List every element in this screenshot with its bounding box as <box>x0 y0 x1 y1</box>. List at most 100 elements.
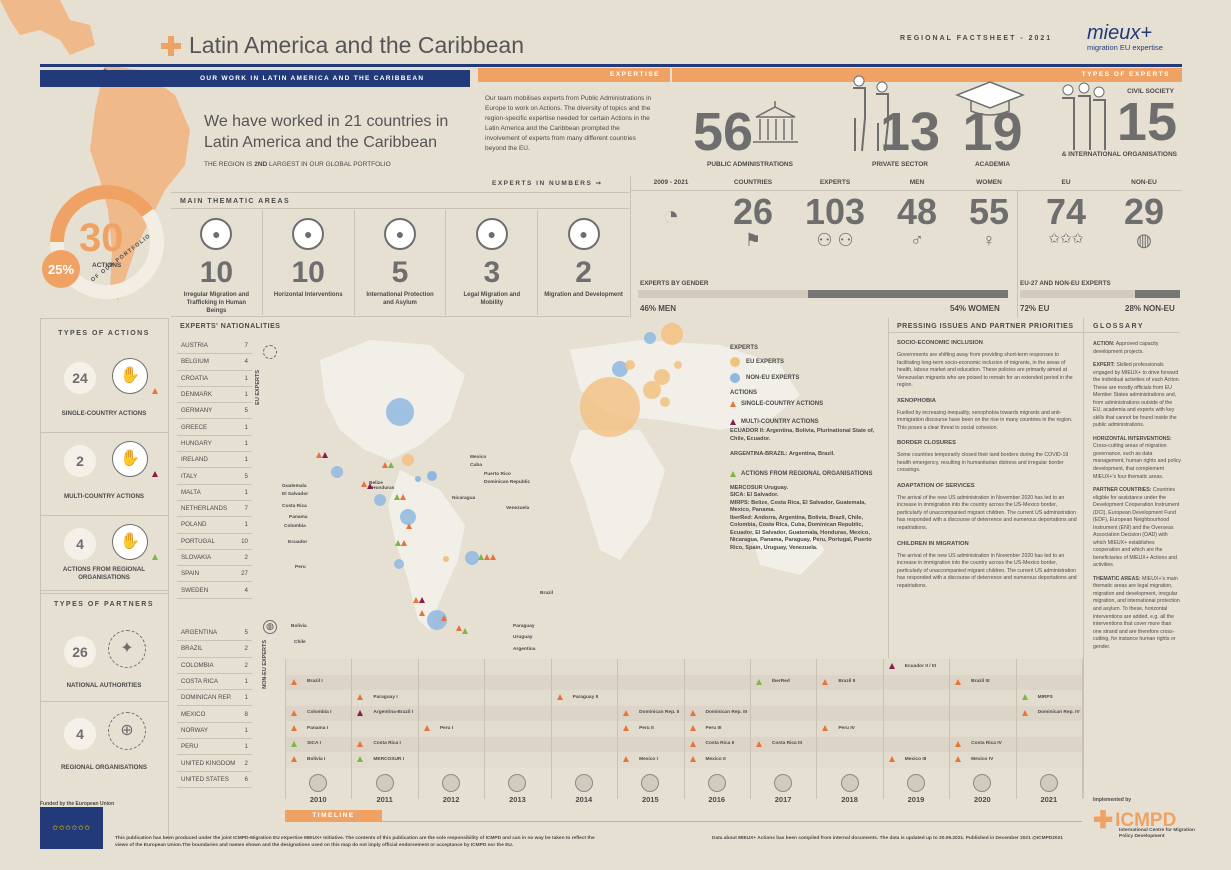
map-country-label: Chile <box>294 640 306 645</box>
timeline-event: Mexico II <box>689 756 726 762</box>
timeline-event: Peru I <box>423 725 453 731</box>
icmpd-full: International Centre for Migration Polic… <box>1119 828 1195 840</box>
country-count: 6 <box>244 775 248 783</box>
map-legend: EXPERTS EU EXPERTS NON-EU EXPERTS ACTION… <box>730 345 885 553</box>
action-triangle-icon <box>152 471 158 477</box>
table-row: DOMINICAN REP. 1 <box>177 690 252 707</box>
action-marker-icon <box>322 452 328 458</box>
pressing-heading: ADAPTATION OF SERVICES <box>897 482 975 489</box>
timeline-event-label: Paraguay II <box>572 694 599 700</box>
action-triangle-icon <box>152 388 158 394</box>
glossary-entry: EXPERT: Skilled professionals engaged by… <box>1093 362 1181 430</box>
country-count: 4 <box>244 586 248 594</box>
map-country-label: Peru <box>295 565 306 570</box>
action-marker-icon <box>316 452 322 458</box>
footer-disclaimer: This publication has been produced under… <box>115 836 595 848</box>
glossary-term: EXPERT: <box>1093 362 1115 369</box>
timeline-event-label: Peru II <box>639 725 654 731</box>
regional-action-icon <box>730 470 736 477</box>
men-head: MEN <box>909 179 925 186</box>
passport-icon: ● <box>475 218 508 250</box>
timeline-rule <box>382 821 1082 822</box>
timeline-event-icon <box>291 725 297 731</box>
countries-value: 26 <box>732 191 774 232</box>
glossary-term: HORIZONTAL INTERVENTIONS: <box>1093 435 1172 442</box>
hand-icon: ✋ <box>112 524 148 560</box>
map-country-label: Colombia <box>284 524 306 529</box>
noneu-head: NON-EU <box>1131 179 1157 186</box>
work-sub-bold: 2ND <box>254 161 268 168</box>
timeline-event: Peru II <box>623 725 654 731</box>
people-desk-icon: ⚇ ⚇ <box>816 230 854 250</box>
country-count: 1 <box>244 743 248 751</box>
eu-bar <box>1020 290 1180 298</box>
timeline-year: 2010 <box>309 795 327 804</box>
pressing-section: BORDER CLOSURES Some countries temporaril… <box>897 440 1077 475</box>
timeline-event-icon <box>955 756 962 762</box>
country-count: 5 <box>244 629 248 637</box>
pressing-band: PRESSING ISSUES AND PARTNER PRIORITIES <box>897 323 1074 330</box>
thematic-label: International Protection and Asylum <box>366 292 434 306</box>
timeline-event-label: Argentina-Brazil I <box>373 710 414 715</box>
timeline-divider <box>1015 659 1017 799</box>
timeline-event: Dominican Rep. II <box>623 709 679 716</box>
public-admin-value: 56 <box>693 102 754 162</box>
private-sector-label: PRIVATE SECTOR <box>872 161 928 168</box>
timeline-event-label: Dominican Rep. III <box>705 710 748 715</box>
map-country-label: Bolivia <box>291 624 307 629</box>
timeline-year: 2014 <box>575 795 593 804</box>
globe-icon: ● <box>567 218 600 250</box>
timeline-event-icon <box>755 678 762 685</box>
map-country-label: Panama <box>289 515 308 520</box>
timeline-event-label: Bolivia I <box>307 756 326 762</box>
gender-bar <box>638 290 1008 298</box>
timeline-event: Mexico IV <box>955 756 993 762</box>
table-row: POLAND 1 <box>177 517 252 534</box>
timeline-panel: 2010 2011 2012 2013 2014 2015 2016 2017 2018 2019… <box>285 659 1083 809</box>
timeline-year-dot <box>574 774 593 792</box>
country-name: BRAZIL <box>181 645 203 653</box>
gender-men: 46% MEN <box>640 304 677 313</box>
types-experts-band-label: TYPES OF EXPERTS <box>1081 71 1170 78</box>
portfolio-arc <box>50 185 164 299</box>
timeline-event-label: Brazil I <box>307 679 323 684</box>
funded-label: Funded by the European Union <box>40 801 115 807</box>
timeline-event: Ecuador II / III <box>888 663 936 669</box>
country-name: GREECE <box>181 423 208 431</box>
action-type-item: 4 ✋ ACTIONS FROM REGIONAL ORGANISATIONS <box>40 516 168 594</box>
country-count: 1 <box>244 439 248 447</box>
eu-pct: 72% EU <box>1020 304 1050 313</box>
timeline-year-dot <box>906 774 925 792</box>
glossary-entry: ACTION: Approved capacity development pr… <box>1093 341 1181 356</box>
timeline-event-icon <box>357 740 364 747</box>
timeline-event-icon <box>1021 709 1028 716</box>
women-value: 55 <box>968 191 1010 232</box>
action-marker-icon <box>367 483 373 489</box>
legend-multi: MULTI-COUNTRY ACTIONS <box>741 419 819 425</box>
timeline-divider <box>1082 659 1083 799</box>
timeline-event: Colombia I <box>291 709 332 716</box>
table-row: SWEDEN 4 <box>177 582 252 599</box>
timeline-event: Costa Rica IV <box>955 740 1002 747</box>
table-row: PERU 1 <box>177 739 252 756</box>
timeline-event-label: MERCOSUR I <box>373 756 405 762</box>
spain-experts-bubble <box>580 377 640 437</box>
work-sub: THE REGION IS 2ND LARGEST IN OUR GLOBAL … <box>204 161 391 168</box>
timeline-event-icon <box>955 740 962 747</box>
country-count: 1 <box>244 423 248 431</box>
icmpd-plus-icon: ✚ <box>1093 807 1114 834</box>
pressing-section: CHILDREN IN MIGRATION The arrival of the … <box>897 541 1077 591</box>
puzzle-icon: ● <box>292 218 325 250</box>
pressing-heading: SOCIO-ECONOMIC INCLUSION <box>897 340 983 346</box>
timeline-event-label: Brazil III <box>971 679 990 684</box>
action-type-circle: 24 <box>64 362 96 394</box>
experts-numbers-label: EXPERTS IN NUMBERS <box>492 180 593 187</box>
noneu-experts-dot <box>730 373 740 383</box>
eu-flag-logo: ✩✩✩✩✩✩ <box>40 807 103 849</box>
graduation-cap-icon <box>955 81 1025 116</box>
map-country-label: Puerto Rico <box>484 472 511 477</box>
glossary-def: Skilled professionals engaged by MIEUX+ … <box>1093 362 1181 429</box>
timeline-divider <box>949 659 951 799</box>
glossary-def: Approved capacity development projects. <box>1093 341 1159 355</box>
gender-bar-men <box>638 290 809 298</box>
